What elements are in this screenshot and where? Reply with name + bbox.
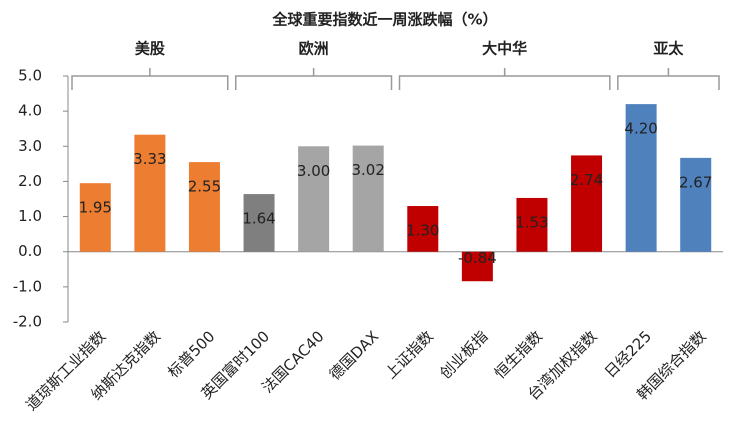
y-tick-label: 3.0 xyxy=(18,137,42,155)
group-label: 亚太 xyxy=(653,40,684,58)
data-label: 3.33 xyxy=(133,150,166,168)
x-tick-label: 恒生指数 xyxy=(491,327,546,382)
data-label: 1.30 xyxy=(406,222,439,240)
data-label: -0.84 xyxy=(458,249,497,267)
bar xyxy=(134,134,166,252)
x-tick-label: 日经225 xyxy=(601,327,655,381)
data-label: 1.53 xyxy=(515,213,548,231)
data-label: 4.20 xyxy=(624,120,657,138)
data-label: 1.95 xyxy=(79,199,112,217)
data-label: 2.55 xyxy=(188,178,221,196)
bar xyxy=(625,104,657,252)
bar xyxy=(352,145,384,252)
bar xyxy=(243,194,275,252)
y-tick-label: 4.0 xyxy=(18,102,42,120)
group-bracket xyxy=(398,68,611,90)
bar xyxy=(298,146,330,252)
x-tick-label: 上证指数 xyxy=(382,327,437,382)
data-label: 2.74 xyxy=(570,171,603,189)
x-tick-label: 创业板指 xyxy=(436,327,491,382)
data-label: 2.67 xyxy=(679,173,712,191)
y-tick-label: -1.0 xyxy=(13,277,42,295)
bar xyxy=(461,251,493,282)
bar xyxy=(571,155,603,252)
y-tick-label: -2.0 xyxy=(13,313,42,331)
x-tick-label: 道琼斯工业指数 xyxy=(22,327,109,414)
bar xyxy=(79,183,111,252)
data-label: 1.64 xyxy=(242,210,275,228)
y-tick-label: 1.0 xyxy=(18,207,42,225)
group-label: 大中华 xyxy=(482,40,527,58)
y-tick-label: 5.0 xyxy=(18,67,42,85)
bar xyxy=(407,206,439,252)
group-bracket xyxy=(617,68,720,90)
x-tick-label: 标普500 xyxy=(164,327,218,381)
data-label: 3.02 xyxy=(352,161,385,179)
group-bracket xyxy=(71,68,229,90)
bar xyxy=(516,197,548,252)
bar xyxy=(188,162,220,252)
chart-title: 全球重要指数近一周涨跌幅（%） xyxy=(271,11,497,29)
x-tick-label: 德国DAX xyxy=(326,327,382,383)
group-label: 欧洲 xyxy=(299,40,329,58)
group-bracket xyxy=(235,68,393,90)
group-label: 美股 xyxy=(135,40,166,58)
bar xyxy=(680,157,712,252)
y-tick-label: 2.0 xyxy=(18,172,42,190)
data-label: 3.00 xyxy=(297,162,330,180)
y-tick-label: 0.0 xyxy=(18,242,42,260)
